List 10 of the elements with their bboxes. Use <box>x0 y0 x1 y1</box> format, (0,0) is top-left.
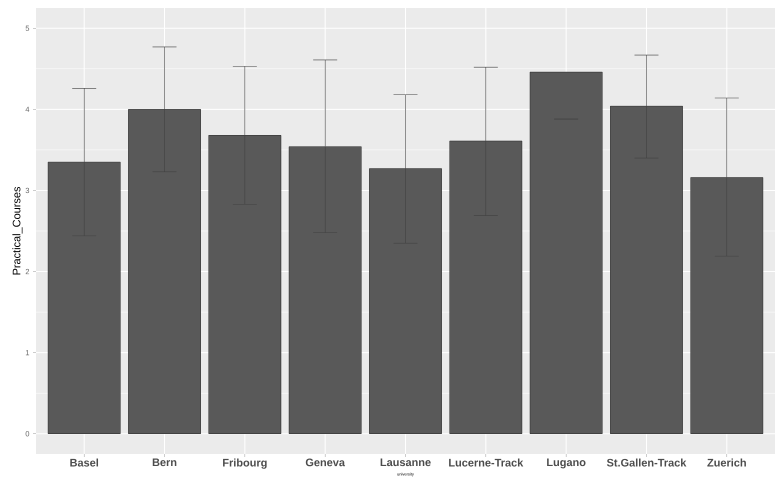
x-tick-label: Bern <box>152 458 176 466</box>
x-tick-label: Fribourg <box>223 458 267 469</box>
x-tick-label: St.Gallen-Track <box>606 458 686 467</box>
x-tick-label: Basel <box>70 458 98 467</box>
x-tick-label: Geneva <box>306 458 346 466</box>
x-tick-label: Lausanne <box>380 458 431 466</box>
y-axis-title: Practical_Courses <box>12 186 22 275</box>
x-tick-label: Lugano <box>547 458 586 468</box>
x-tick-label: Zuerich <box>707 458 746 467</box>
x-tick-label: Lucerne-Track <box>449 458 524 467</box>
